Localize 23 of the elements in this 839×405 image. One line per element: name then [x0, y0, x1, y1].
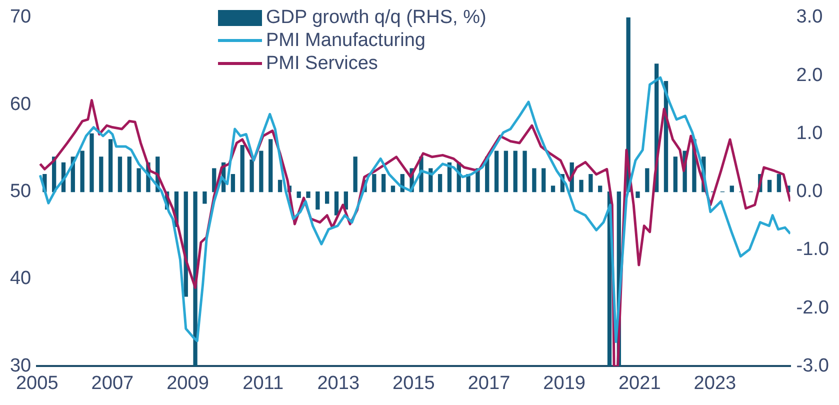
y2-tick-label: 0.0 [796, 181, 823, 202]
x-tick-label: 2017 [468, 372, 510, 394]
legend-label: PMI Manufacturing [266, 29, 426, 52]
x-tick-label: 2021 [618, 372, 661, 394]
x-tick-label: 2009 [166, 372, 209, 394]
y2-tick-label: 1.0 [796, 122, 823, 144]
legend-label: GDP growth q/q (RHS, %) [266, 6, 486, 29]
x-tick-label: 2015 [392, 372, 435, 394]
y2-tick-label: 2.0 [796, 64, 823, 86]
y2-tick-label: 3.0 [796, 6, 823, 28]
x-tick-label: 2023 [694, 372, 736, 394]
x-tick-label: 2013 [317, 372, 360, 394]
y-tick-label: 50 [10, 181, 32, 202]
y2-tick-label: -1.0 [796, 239, 830, 260]
y2-tick-label: -2.0 [796, 297, 830, 318]
y2-tick-label: -3.0 [796, 355, 830, 376]
x-tick-label: 2011 [242, 372, 284, 394]
x-tick-label: 2019 [543, 372, 586, 394]
x-tick-label: 2007 [91, 372, 134, 394]
y-tick-label: 40 [10, 268, 32, 290]
y-tick-label: 60 [10, 94, 32, 115]
legend-label: PMI Services [266, 52, 378, 75]
y-tick-label: 70 [10, 6, 32, 28]
